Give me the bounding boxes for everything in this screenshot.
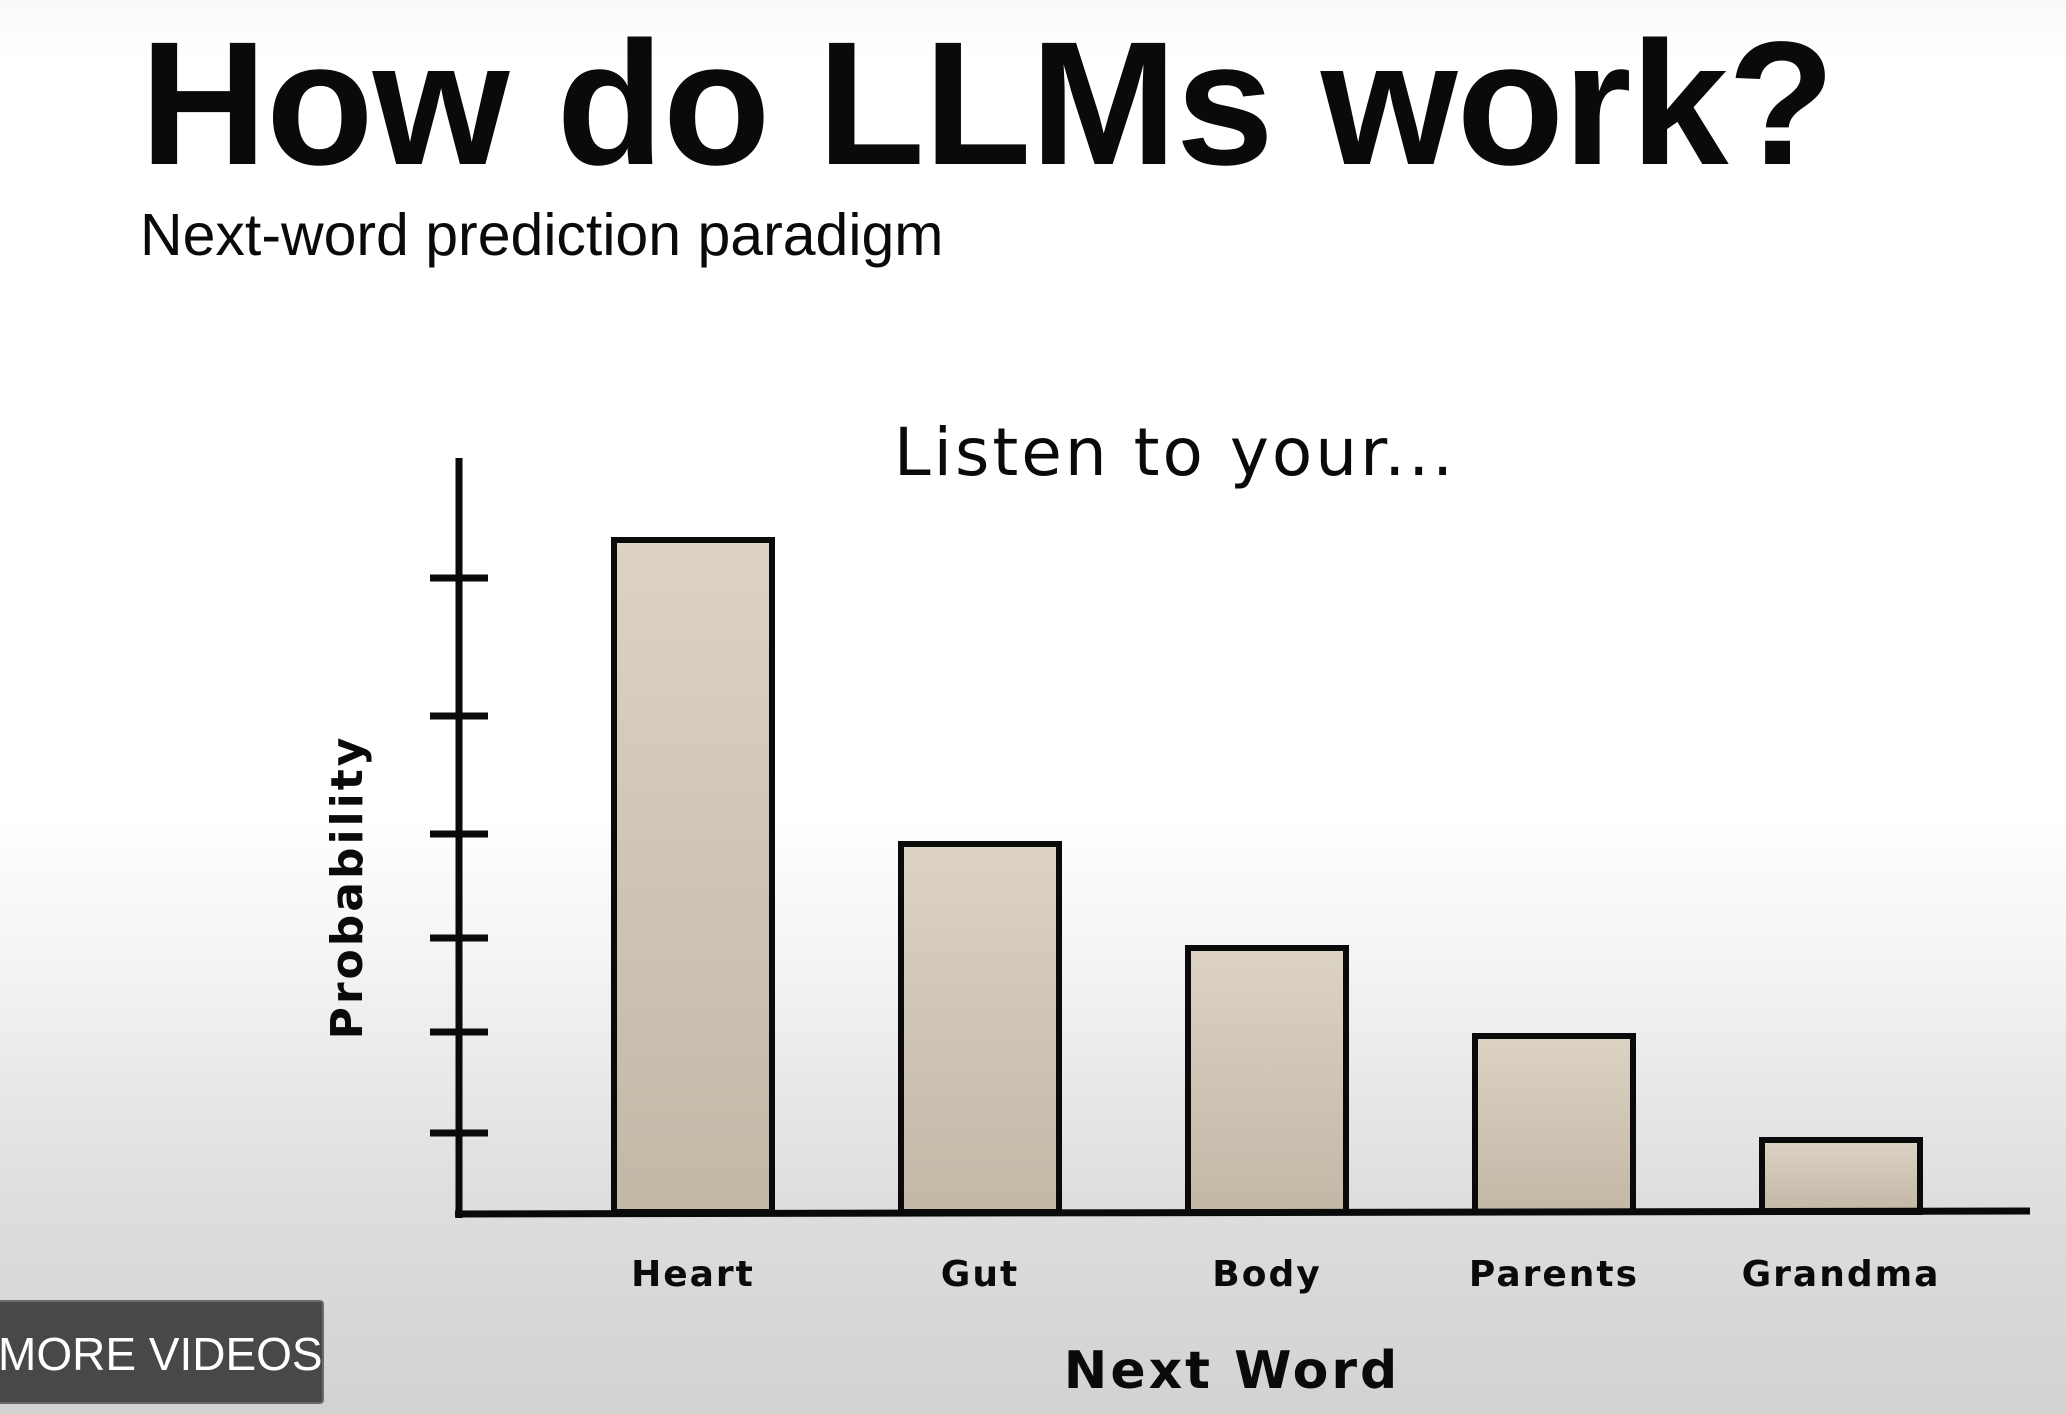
slide-subtitle: Next-word prediction paradigm xyxy=(140,202,944,268)
bar-grandma xyxy=(1759,1137,1923,1215)
x-axis-label: Next Word xyxy=(1064,1341,1400,1401)
x-tick-label-heart: Heart xyxy=(631,1254,755,1295)
x-tick-label-parents: Parents xyxy=(1469,1254,1639,1295)
x-tick-label-gut: Gut xyxy=(941,1254,1019,1295)
x-axis-line xyxy=(454,1207,2031,1218)
x-tick-label-grandma: Grandma xyxy=(1742,1254,1941,1295)
y-axis-label: Probability xyxy=(322,735,373,1040)
bar-body xyxy=(1185,945,1349,1215)
more-videos-button[interactable]: MORE VIDEOS xyxy=(0,1300,324,1404)
bar-parents xyxy=(1472,1033,1636,1215)
x-tick-label-body: Body xyxy=(1212,1254,1321,1295)
bar-heart xyxy=(611,537,775,1215)
chart-title: Listen to your... xyxy=(894,414,1456,491)
slide-title: How do LLMs work? xyxy=(140,6,1835,202)
bar-gut xyxy=(898,841,1062,1215)
